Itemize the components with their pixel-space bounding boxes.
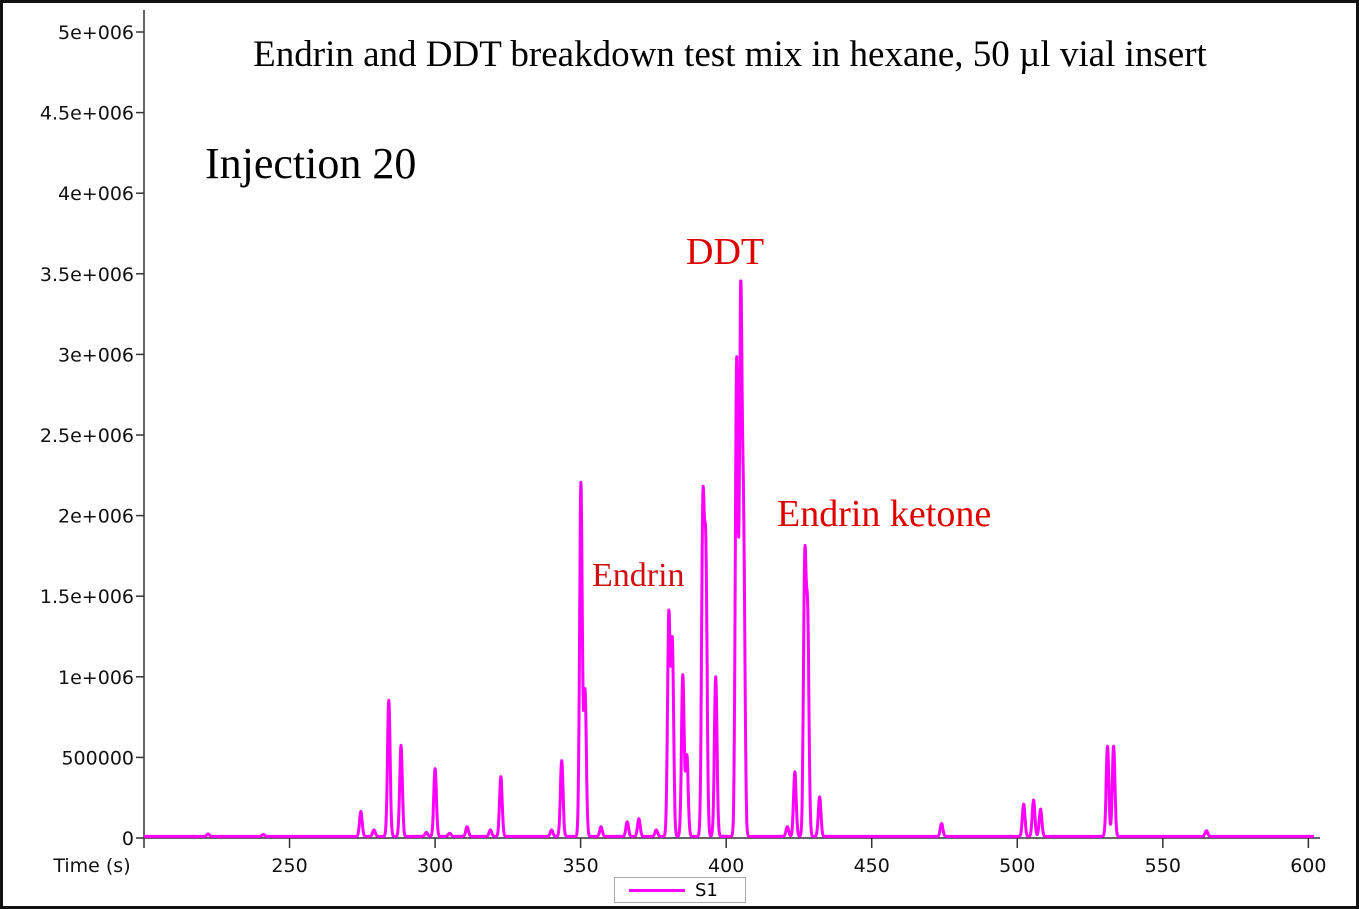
y-tick-label: 1e+006 bbox=[58, 667, 134, 689]
y-tick-label: 4e+006 bbox=[58, 183, 134, 205]
y-tick-label: 4.5e+006 bbox=[40, 103, 134, 125]
y-tick-label: 3.5e+006 bbox=[40, 264, 134, 286]
x-tick-label: 300 bbox=[417, 855, 453, 877]
chart-title: Endrin and DDT breakdown test mix in hex… bbox=[253, 34, 1207, 75]
x-tick-label: 350 bbox=[563, 855, 599, 877]
x-tick-label: 250 bbox=[271, 855, 307, 877]
y-tick-label: 0 bbox=[122, 828, 134, 850]
annotation-endrin: Endrin bbox=[592, 557, 685, 594]
x-tick-label: 600 bbox=[1290, 855, 1326, 877]
y-tick-label: 500000 bbox=[61, 747, 134, 769]
y-tick-label: 3e+006 bbox=[58, 344, 134, 366]
y-tick-label: 2.5e+006 bbox=[40, 425, 134, 447]
y-tick-label: 5e+006 bbox=[58, 22, 134, 44]
series-line-s1 bbox=[142, 279, 1316, 838]
x-axis-label: Time (s) bbox=[52, 855, 130, 877]
annotation-ddt: DDT bbox=[686, 231, 764, 273]
legend-swatch-s1 bbox=[629, 888, 685, 892]
y-tick-label: 2e+006 bbox=[58, 506, 134, 528]
chart-subtitle: Injection 20 bbox=[205, 139, 416, 188]
legend-label-s1: S1 bbox=[695, 879, 718, 901]
y-tick-label: 1.5e+006 bbox=[40, 586, 134, 608]
axes: 0 500000 1e+006 1.5e+006 2e+006 2.5e+006 3e+00… bbox=[40, 10, 1326, 877]
x-tick-label: 450 bbox=[854, 855, 890, 877]
legend: S1 bbox=[614, 877, 746, 903]
annotation-endrin-ketone: Endrin ketone bbox=[777, 493, 991, 535]
x-tick-label: 500 bbox=[999, 855, 1035, 877]
x-tick-label: 400 bbox=[708, 855, 744, 877]
x-tick-label: 550 bbox=[1145, 855, 1181, 877]
